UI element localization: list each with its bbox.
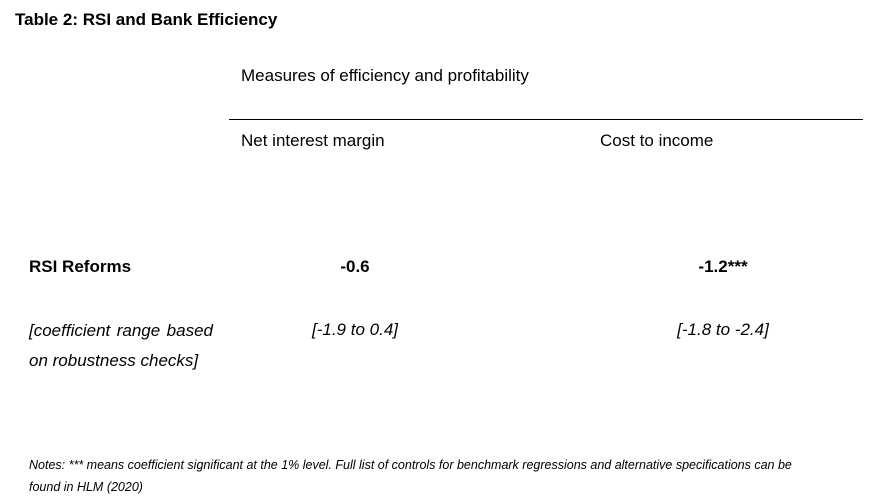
column-header-cost-to-income: Cost to income: [600, 131, 714, 150]
cell-rsi-net-interest-margin: -0.6: [340, 257, 370, 276]
row-label-coefficient-range: [coefficient range based on robustness c…: [29, 321, 213, 370]
cell-range-net-interest-margin: [-1.9 to 0.4]: [312, 320, 398, 339]
cell-range-cost-to-income: [-1.8 to -2.4]: [677, 320, 769, 339]
row-label-rsi-reforms: RSI Reforms: [29, 257, 132, 276]
cell-rsi-cost-to-income: -1.2***: [698, 257, 748, 276]
table-title: Table 2: RSI and Bank Efficiency: [15, 10, 278, 29]
header-divider: [229, 119, 863, 120]
column-header-net-interest-margin: Net interest margin: [241, 131, 385, 150]
group-header: Measures of efficiency and profitability: [241, 66, 529, 85]
table-notes: Notes: *** means coefficient significant…: [29, 457, 792, 494]
